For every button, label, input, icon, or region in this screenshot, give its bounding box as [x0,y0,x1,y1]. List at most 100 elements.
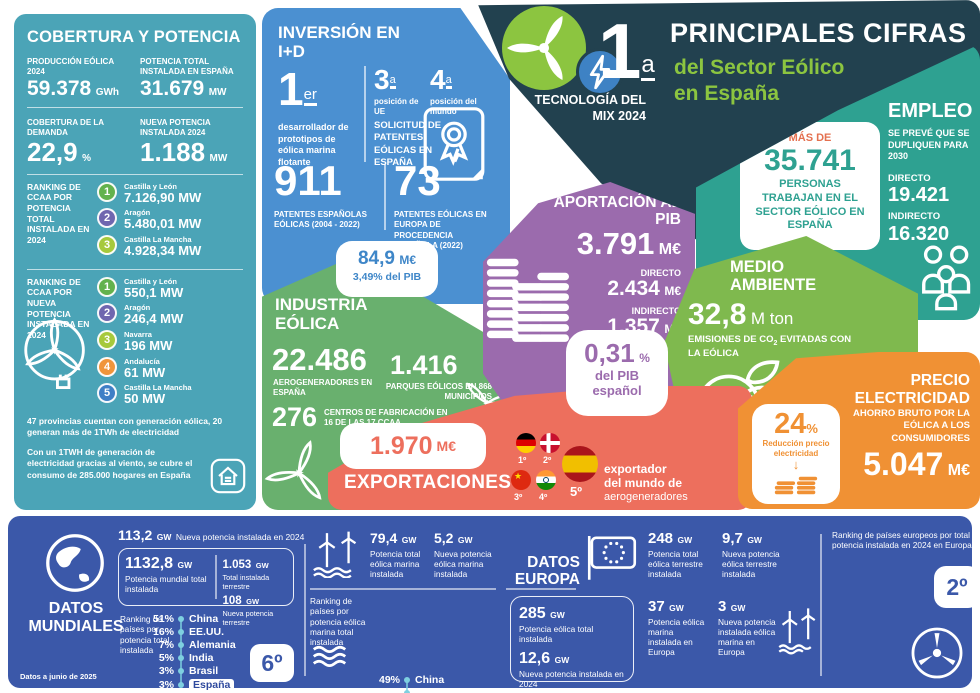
cobertura-title: COBERTURA Y POTENCIA [27,28,241,46]
parques-value: 1.416 [390,350,458,380]
flag-rank: 1º [518,455,527,465]
ccaa-row: 2 Aragón 246,4 MW [97,303,192,326]
potencia-total-unit: MW [208,87,227,99]
first-value: 1 [278,63,304,115]
ranking-nueva-label: RANKING DE CCAA POR NUEVA POTENCIA INSTA… [27,276,90,340]
china-flag-icon: ★ [511,470,531,490]
marina-total-stat: 79,4 GW Potencia total eólica marina ins… [370,530,421,579]
rank-row: 51% China [152,612,219,625]
dot-icon [178,655,184,662]
empleo-indirecto-label: INDIRECTO [888,211,941,223]
mix-subtitle: TECNOLOGÍA DEL MIX 2024 [534,93,646,124]
marina-ranking-label: Ranking de países por potencia eólica ma… [310,596,366,648]
divider [384,164,386,230]
inversion-title: INVERSIÓN EN I+D [278,23,400,61]
precio-title: PRECIO ELECTRICIDAD [854,372,970,407]
industria-title: INDUSTRIA EÓLICA [275,295,367,333]
divider [304,544,306,676]
flag-rank-spain: 5º [570,484,582,499]
pib-indirecto-label: INDIRECTO [631,306,681,316]
dot-icon [404,676,410,683]
medio-title: MEDIO AMBIENTE [730,258,817,295]
europa-terrestre-nueva-stat: 9,7 GW Nueva potencia eólica terrestre i… [722,530,780,579]
exportaciones-value-box: 1.970 M€ [340,423,486,469]
divider [310,588,496,590]
mundo-title: DATOS MUNDIALES [28,600,124,635]
empleo-box-caption: PERSONAS TRABAJAN EN EL SECTOR EÓLICO EN… [755,178,865,232]
pib-total-unit: M€ [658,241,681,258]
mundo-ranking-list: 51% China 16% EE.UU. 7% Alemania 5% India 3%… [148,612,980,691]
aerogeneradores-value: 22.486 [272,342,367,377]
first-sup: er [303,85,317,106]
ahorro-value: 5.047 [863,446,944,482]
pos4-caption: posición del mundo [430,97,477,117]
empleo-box-value: 35.741 [764,144,856,177]
rank-circle: 2 [97,208,117,229]
pib-share-bubble: 0,31 % del PIB español [566,330,668,416]
reduccion-value: 24 [774,408,807,440]
europa-terrestre-total-stat: 248 GW Potencia total eólica terrestre i… [648,530,703,579]
europa-totals-box: 285 GW Potencia eólica total instalada 1… [510,596,634,689]
centros-value: 276 [272,402,318,432]
europa-title: DATOS EUROPA [514,554,580,589]
potencia-total-value: 31.679 [140,77,205,101]
divider [27,268,243,270]
empleo-forecast: SE PREVÉ QUE SE DUPLIQUEN PARA 2030 [888,128,970,162]
rank-row: 5% India [158,652,214,665]
rank-circle: 4 [97,356,117,377]
exportaciones-title: EXPORTACIONES [344,472,512,493]
exporter-note: exportador del mundo de aerogeneradores [604,462,688,503]
rank-row: 19% Reino Unido [374,686,980,693]
parques-caption: PARQUES EÓLICOS EN 868 MUNICIPIOS [385,382,492,402]
rank-circle: 3 [97,329,117,350]
data-date-note: Datos a junio de 2025 [20,672,97,681]
centros-caption: CENTROS DE FABRICACIÓN EN 16 DE LAS 17 C… [324,408,448,428]
co2-unit: M ton [750,309,794,328]
patentes-eu-value: 73 [394,157,441,204]
section-precio-electricidad: PRECIO ELECTRICIDAD AHORRO BRUTO POR LA … [738,352,980,509]
europa-ranking-label: Ranking de países europeos por total pot… [832,530,972,551]
lightning-icon [576,48,624,96]
co2-value: 32,8 [688,298,747,331]
germany-flag-icon [516,433,536,453]
ccaa-row: 5 Castilla La Mancha 50 MW [97,383,192,406]
rank-row: 16% EE.UU. [152,625,225,638]
nueva-potencia-value: 1.188 [140,137,206,168]
nueva-potencia-unit: MW [209,153,228,165]
ranking-total-label: RANKING DE CCAA POR POTENCIA TOTAL INSTA… [27,181,90,245]
people-icon [920,242,976,312]
offshore-turbines-icon [310,530,364,578]
produccion-label: PRODUCCIÓN EÓLICA 2024 [27,57,114,76]
main-title-line2: del Sector Eólico [674,56,845,79]
rank-row: 3% Brasil [158,665,219,678]
ahorro-unit: M€ [947,462,970,479]
co2-caption: EMISIONES DE CO2 EVITADAS CON LA EÓLICA [688,334,852,359]
empleo-box-pre: MÁS DE [788,132,832,144]
pos3-value: 3 [374,64,390,95]
spain-flag-icon [562,446,598,482]
offshore-turbines-icon [774,602,820,658]
empleo-title: EMPLEO [888,100,973,122]
mix-rank-sup: a [641,50,655,81]
export-flags-cluster: 1º 2º ★ 3º 4º 5º exportador del mundo de… [506,424,716,508]
empleo-directo-value: 19.421 [888,184,950,207]
demanda-unit: % [82,153,91,165]
main-title: PRINCIPALES CIFRAS [670,18,967,48]
europa-marina-nueva-stat: 3 GW Nueva potencia instalada eólica mar… [718,598,776,657]
pos4-value: 4 [430,64,446,95]
dot-icon [178,615,184,622]
marina-nueva-stat: 5,2 GW Nueva potencia eólica marina inst… [434,530,492,579]
demanda-value: 22,9 [27,137,78,168]
demanda-label: COBERTURA DE LA DEMANDA [27,118,104,137]
denmark-flag-icon [540,433,560,453]
section-inversion-id: INVERSIÓN EN I+D 1er desarrollador de pr… [262,8,510,304]
pos3-caption: posición de UE [374,97,419,117]
eu-flag-icon [584,532,640,582]
rank-circle: 2 [97,303,117,324]
patentes-es-value: 911 [274,157,342,204]
europa-rank-badge: 2º [934,566,980,608]
pib-directo-value: 2.434 [607,277,660,300]
dot-icon [178,668,184,675]
front-turbine-icon [908,624,966,682]
